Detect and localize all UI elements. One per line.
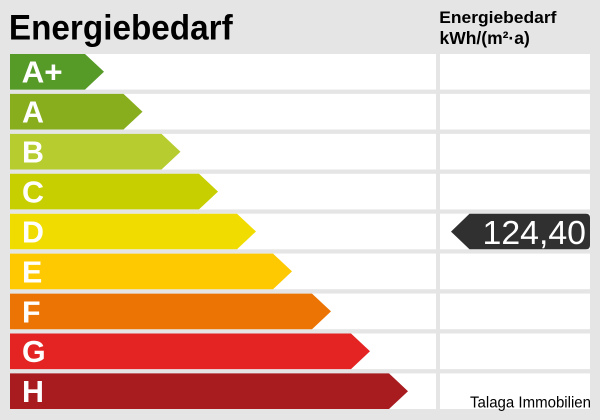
svg-text:B: B	[22, 136, 44, 170]
svg-text:Talaga Immobilien: Talaga Immobilien	[470, 395, 591, 412]
svg-text:F: F	[22, 295, 41, 329]
svg-text:Energiebedarf: Energiebedarf	[439, 9, 557, 27]
svg-text:H: H	[22, 375, 44, 409]
svg-text:kWh/(m²·a): kWh/(m²·a)	[440, 28, 530, 48]
svg-text:124,40: 124,40	[483, 215, 587, 252]
svg-text:Energiebedarf: Energiebedarf	[9, 9, 233, 48]
svg-text:A: A	[22, 96, 44, 130]
svg-text:E: E	[22, 255, 42, 289]
svg-text:D: D	[22, 215, 44, 249]
svg-text:G: G	[22, 335, 46, 369]
svg-text:A+: A+	[22, 56, 63, 90]
svg-text:C: C	[22, 176, 44, 210]
